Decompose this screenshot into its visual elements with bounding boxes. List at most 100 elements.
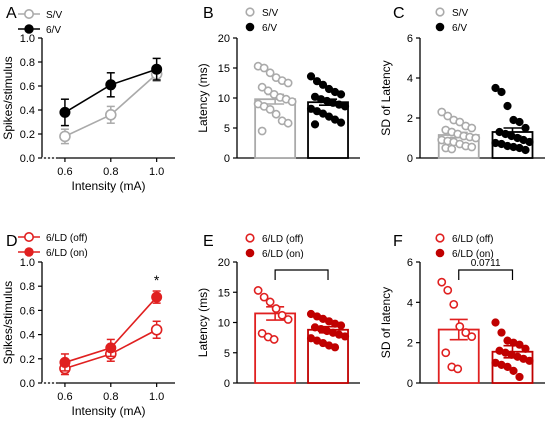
y-tick-label: 10 (218, 93, 230, 105)
y-tick-label: 0.0 (20, 153, 35, 165)
scatter-point (271, 304, 281, 313)
scatter-point (491, 83, 500, 93)
y-tick-label: 0.2 (20, 129, 35, 141)
scatter-point (283, 78, 293, 88)
chart-panel-f: 0 2 4 6 SD of latency 0.0711 6/LD (off) 6/LD (o… (379, 233, 545, 390)
chart-panel-e: 0 5 10 15 20 Latency (ms) 6/LD (off) 6/LD (on) (196, 233, 360, 390)
data-point (59, 356, 71, 368)
data-point (104, 109, 117, 121)
chart-panel-d: 0.0 0.2 0.4 0.6 0.8 1.0 Spikes/stimulus 0.6 0.8 1… (1, 232, 175, 418)
scatter-point (259, 292, 269, 302)
scatter-point (497, 328, 506, 337)
scatter-point (265, 105, 275, 114)
legend-marker (435, 248, 445, 258)
scatter-point (318, 80, 328, 89)
panel-letter-f: F (393, 233, 403, 250)
scatter-point (515, 340, 524, 349)
scatter-point (336, 321, 346, 330)
scatter-point (525, 356, 534, 365)
scatter-point (312, 77, 322, 86)
y-axis-label: SD of latency (379, 287, 393, 358)
scatter-point (503, 101, 512, 111)
x-tick-label: 0.8 (103, 166, 118, 178)
y-tick-label: 0.4 (20, 330, 35, 342)
legend-label: 6/LD (on) (262, 249, 304, 260)
scatter-point (271, 109, 281, 119)
panel-letter-b: B (203, 5, 214, 22)
y-tick-label: 15 (218, 63, 230, 75)
legend-marker (245, 7, 255, 17)
x-tick-label: 1.0 (149, 166, 164, 178)
legend-label: 6/LD (on) (46, 248, 88, 259)
scatter-point (453, 364, 463, 374)
scatter-point (455, 117, 465, 127)
legend-label: 6/V (452, 23, 467, 34)
scatter-point (443, 111, 453, 121)
y-axis-label: SD of Latency (379, 60, 393, 135)
y-tick-label: 0 (224, 153, 230, 165)
chart-panel-c: 0 2 4 6 SD of Latency S/V 6/V (379, 7, 545, 165)
panel-letter-a: A (6, 5, 17, 22)
scatter-point (283, 118, 293, 128)
legend-label: 6/LD (off) (46, 233, 88, 244)
legend-marker (24, 24, 34, 34)
scatter-point (336, 90, 346, 99)
legend-label: S/V (262, 8, 278, 19)
y-tick-label: 10 (218, 318, 230, 330)
scatter-point (259, 63, 269, 73)
y-tick-label: 0.8 (20, 281, 35, 293)
scatter-point (467, 142, 477, 152)
y-tick-label: 0.8 (20, 57, 35, 69)
panel-letter-e: E (203, 233, 214, 250)
legend-label: 6/LD (off) (262, 234, 304, 245)
y-axis-label: Spikes/stimulus (1, 281, 15, 364)
y-tick-label: 0.6 (20, 305, 35, 317)
scatter-point (455, 322, 465, 331)
scatter-point (525, 137, 534, 147)
scatter-point (521, 344, 530, 353)
scatter-point (503, 362, 512, 371)
y-axis-label: Latency (ms) (196, 288, 210, 357)
scatter-point (491, 318, 500, 327)
data-point (150, 323, 163, 336)
y-tick-label: 20 (218, 257, 230, 269)
scatter-point (515, 117, 524, 127)
scatter-point (509, 366, 518, 375)
chart-panel-b: 0 5 10 15 20 Latency (ms) S/V 6/V (196, 7, 360, 165)
bar (254, 312, 297, 384)
y-tick-label: 0 (224, 378, 230, 390)
legend-label: 6/V (262, 23, 277, 34)
scatter-point (306, 72, 316, 81)
y-tick-label: 0.6 (20, 81, 35, 93)
scatter-point (340, 332, 350, 341)
x-axis-label: Intensity (mA) (71, 179, 145, 193)
scatter-point (461, 328, 471, 337)
data-point (151, 291, 163, 303)
scatter-point (437, 277, 447, 287)
y-axis-label: Spikes/stimulus (1, 56, 15, 139)
legend-label: 6/LD (on) (452, 249, 494, 260)
scatter-point (310, 120, 320, 129)
comparison-bracket (458, 269, 514, 280)
scatter-point (257, 126, 267, 136)
x-tick-label: 0.6 (57, 391, 72, 403)
legend-marker (435, 7, 445, 17)
data-point (105, 79, 117, 91)
legend-marker (23, 232, 34, 243)
scatter-point (283, 315, 293, 324)
y-tick-label: 20 (218, 33, 230, 45)
scatter-point (277, 310, 287, 320)
x-tick-label: 0.8 (103, 391, 118, 403)
legend-marker (24, 247, 34, 257)
x-axis-label: Intensity (mA) (71, 404, 145, 418)
panel-letter-d: D (6, 233, 18, 250)
scatter-point (437, 107, 447, 117)
scatter-point (336, 118, 346, 127)
y-tick-label: 0.4 (20, 105, 35, 117)
y-tick-label: 1.0 (20, 257, 35, 269)
legend-label: 6/V (46, 25, 61, 36)
data-point (59, 130, 71, 143)
y-tick-label: 2 (407, 338, 413, 350)
comparison-bracket (274, 269, 329, 280)
